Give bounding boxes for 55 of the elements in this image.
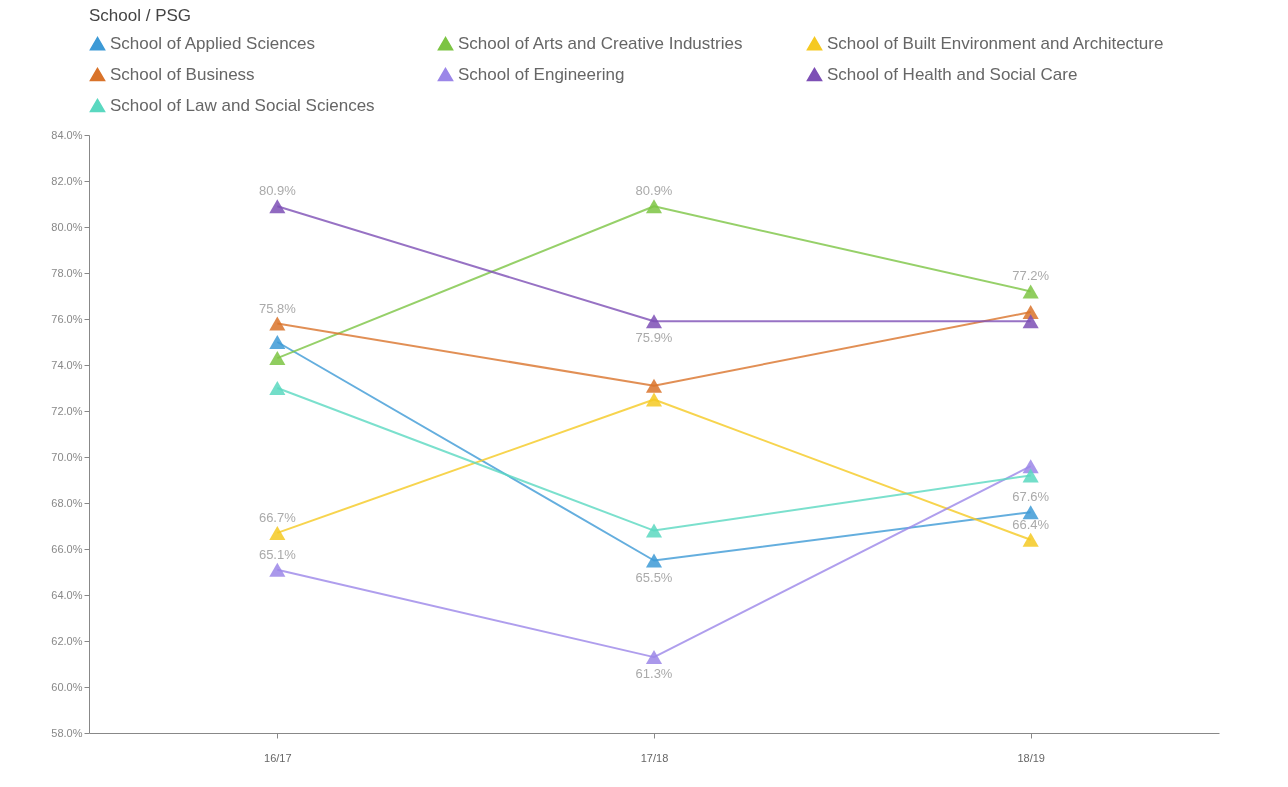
y-tick-label: 64.0% bbox=[51, 588, 83, 601]
point bbox=[1022, 314, 1039, 329]
point bbox=[1022, 532, 1039, 547]
point bbox=[645, 650, 663, 665]
data-label: 80.9% bbox=[635, 183, 673, 199]
data-label: 65.1% bbox=[258, 546, 297, 562]
data-label: 80.9% bbox=[258, 183, 297, 199]
y-tick-label: 58.0% bbox=[51, 726, 83, 739]
point bbox=[645, 392, 663, 407]
point bbox=[269, 335, 286, 349]
point bbox=[645, 314, 663, 329]
y-tick-label: 60.0% bbox=[51, 680, 83, 693]
legend-label: School of Business bbox=[110, 64, 255, 84]
legend-label: School of Built Environment and Architecture bbox=[827, 33, 1164, 53]
data-label: 67.6% bbox=[1012, 489, 1050, 505]
y-tick-label: 78.0% bbox=[51, 266, 83, 279]
point bbox=[269, 199, 286, 214]
y-tick-label: 76.0% bbox=[51, 312, 83, 325]
data-label: 66.7% bbox=[258, 509, 297, 525]
legend-label: School of Health and Social Care bbox=[827, 64, 1078, 84]
data-label: 65.5% bbox=[635, 569, 673, 585]
point bbox=[269, 525, 286, 540]
point bbox=[1022, 468, 1039, 483]
point bbox=[645, 523, 663, 538]
data-label: 77.2% bbox=[1012, 268, 1050, 284]
y-tick-label: 74.0% bbox=[51, 358, 83, 371]
x-tick-label: 17/18 bbox=[640, 751, 669, 764]
point bbox=[269, 316, 286, 331]
legend-label: School of Arts and Creative Industries bbox=[458, 33, 743, 53]
data-label: 75.9% bbox=[635, 330, 673, 346]
x-tick-label: 18/19 bbox=[1017, 751, 1045, 764]
legend-label: School of Applied Sciences bbox=[110, 33, 316, 53]
legend-label: School of Law and Social Sciences bbox=[110, 95, 375, 115]
point bbox=[645, 378, 663, 393]
y-tick-label: 84.0% bbox=[51, 128, 83, 141]
legend-label: School of Engineering bbox=[458, 64, 625, 84]
point bbox=[1022, 505, 1039, 520]
y-tick-label: 68.0% bbox=[51, 496, 83, 509]
point bbox=[269, 351, 286, 366]
y-tick-label: 62.0% bbox=[51, 634, 83, 647]
point bbox=[269, 562, 286, 577]
point bbox=[269, 381, 286, 395]
y-tick-label: 72.0% bbox=[51, 404, 83, 417]
point bbox=[645, 199, 663, 214]
point bbox=[1022, 284, 1039, 299]
x-tick-label: 16/17 bbox=[264, 751, 292, 764]
data-label: 66.4% bbox=[1012, 516, 1050, 532]
data-label: 75.8% bbox=[258, 300, 297, 316]
y-tick-label: 80.0% bbox=[51, 220, 83, 233]
y-tick-label: 66.0% bbox=[51, 542, 83, 555]
y-tick-label: 70.0% bbox=[51, 450, 83, 463]
data-label: 61.3% bbox=[635, 666, 673, 682]
point bbox=[645, 553, 663, 568]
y-tick-label: 82.0% bbox=[51, 174, 83, 187]
legend-title: School / PSG bbox=[89, 6, 192, 25]
